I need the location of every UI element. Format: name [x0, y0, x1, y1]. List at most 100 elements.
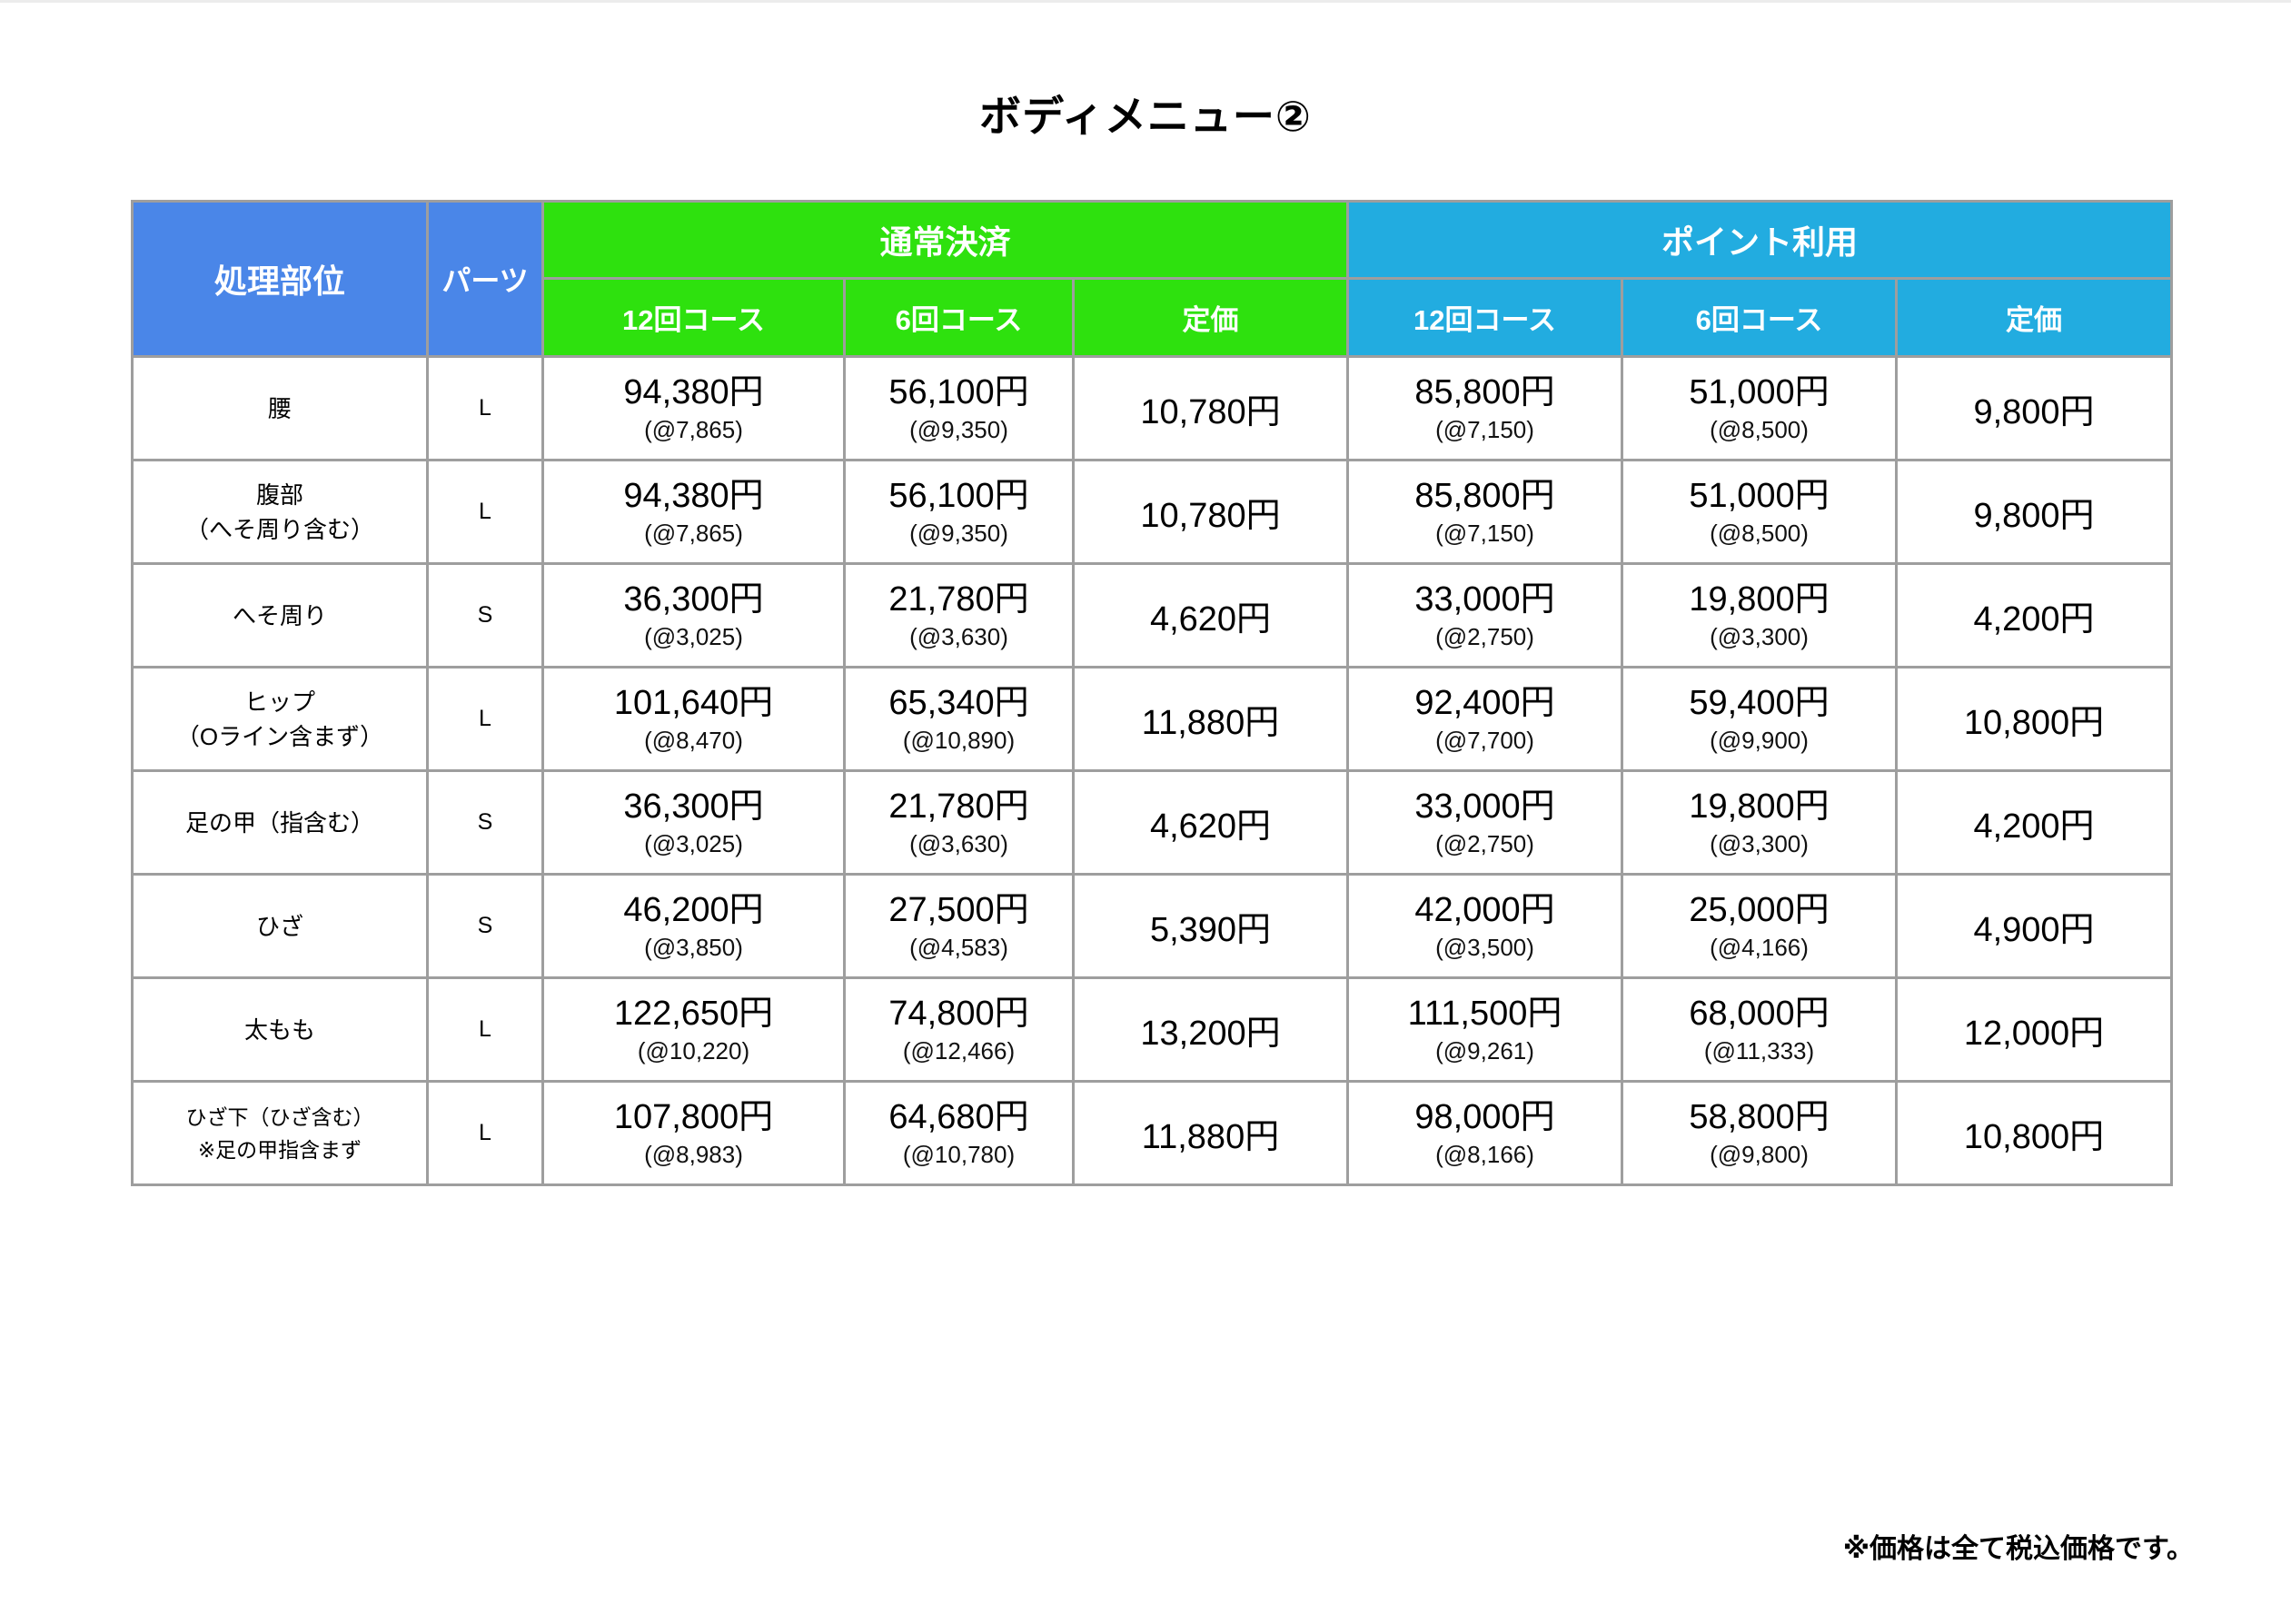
normal-list-price: 11,880円 [1071, 1080, 1350, 1186]
unit-price: (@3,630) [909, 622, 1008, 650]
normal-6-cell: 56,100円 (@9,350) [843, 355, 1075, 461]
header-group-normal: 通常決済 [541, 200, 1350, 280]
part-name-line1: 足の甲（指含む） [184, 808, 374, 837]
normal-6-cell: 64,680円 (@10,780) [843, 1080, 1075, 1186]
unit-price: (@9,800) [1710, 1140, 1809, 1168]
unit-price: (@3,300) [1710, 622, 1809, 650]
part-name-line2: ※足の甲指含まず [197, 1137, 362, 1162]
table-row: ひざ下（ひざ含む） ※足の甲指含まず L 107,800円 (@8,983) 64,… [131, 1080, 2174, 1186]
price: 21,780円 [888, 579, 1029, 619]
part-name-line2: （Oライン含まず） [175, 722, 384, 750]
part-name-line1: へそ周り [232, 601, 327, 629]
part-size: S [426, 769, 544, 876]
points-12-cell: 33,000円 (@2,750) [1346, 769, 1624, 876]
points-6-cell: 51,000円 (@8,500) [1621, 355, 1899, 461]
points-list-price: 9,800円 [1895, 459, 2174, 565]
part-name-line1: 腹部 [255, 480, 303, 509]
tax-footnote: ※価格は全て税込価格です。 [1842, 1534, 2194, 1564]
normal-list-price: 10,780円 [1071, 459, 1350, 565]
points-6-cell: 19,800円 (@3,300) [1621, 562, 1899, 668]
points-6-cell: 19,800円 (@3,300) [1621, 769, 1899, 876]
unit-price: (@10,780) [902, 1140, 1016, 1168]
part-size: S [426, 562, 544, 668]
unit-price: (@7,700) [1435, 726, 1534, 754]
normal-6-cell: 21,780円 (@3,630) [843, 769, 1075, 876]
price: 111,500円 [1407, 994, 1562, 1033]
points-12-cell: 42,000円 (@3,500) [1346, 873, 1624, 979]
part-name: 足の甲（指含む） [131, 769, 429, 876]
unit-price: (@2,750) [1435, 829, 1534, 857]
unit-price: (@7,865) [644, 415, 743, 443]
points-12-cell: 98,000円 (@8,166) [1346, 1080, 1624, 1186]
normal-12-cell: 94,380円 (@7,865) [541, 459, 846, 565]
normal-6-cell: 65,340円 (@10,890) [843, 666, 1075, 772]
normal-list-price: 13,200円 [1071, 976, 1350, 1083]
normal-12-cell: 36,300円 (@3,025) [541, 562, 846, 668]
normal-list-price: 4,620円 [1071, 769, 1350, 876]
points-list-price: 4,200円 [1895, 769, 2174, 876]
points-list-price: 12,000円 [1895, 976, 2174, 1083]
points-6-cell: 68,000円 (@11,333) [1621, 976, 1899, 1083]
normal-12-cell: 36,300円 (@3,025) [541, 769, 846, 876]
table-row: ひざ S 46,200円 (@3,850) 27,500円 (@4,583) 5,3… [131, 873, 2174, 979]
price: 27,500円 [888, 890, 1029, 929]
unit-price: (@4,583) [909, 933, 1008, 961]
table-row: 腰 L 94,380円 (@7,865) 56,100円 (@9,350) 10,7… [131, 355, 2174, 461]
points-6-cell: 51,000円 (@8,500) [1621, 459, 1899, 565]
price: 51,000円 [1689, 372, 1830, 411]
unit-price: (@7,865) [644, 519, 743, 547]
price: 94,380円 [623, 476, 764, 515]
unit-price: (@8,166) [1435, 1140, 1534, 1168]
points-list-price: 9,800円 [1895, 355, 2174, 461]
normal-12-cell: 107,800円 (@8,983) [541, 1080, 846, 1186]
table-row: ヒップ （Oライン含まず） L 101,640円 (@8,470) 65,340円 (… [131, 666, 2174, 772]
part-name-line1: ヒップ [243, 688, 315, 716]
part-name: ひざ [131, 873, 429, 979]
part-size: L [426, 355, 544, 461]
price: 58,800円 [1689, 1097, 1830, 1136]
table-row: へそ周り S 36,300円 (@3,025) 21,780円 (@3,630) 4… [131, 562, 2174, 668]
price: 94,380円 [623, 372, 764, 411]
unit-price: (@3,850) [644, 933, 743, 961]
price: 98,000円 [1414, 1097, 1555, 1136]
points-list-price: 10,800円 [1895, 1080, 2174, 1186]
part-size: L [426, 976, 544, 1083]
header-points-12: 12回コース [1346, 277, 1624, 358]
unit-price: (@9,900) [1710, 726, 1809, 754]
unit-price: (@2,750) [1435, 622, 1534, 650]
price: 36,300円 [623, 579, 764, 619]
part-name: 腰 [131, 355, 429, 461]
part-name-line1: ひざ下（ひざ含む） [185, 1104, 374, 1129]
part-name-line1: 太もも [243, 1015, 315, 1044]
unit-price: (@3,300) [1710, 829, 1809, 857]
price: 68,000円 [1689, 994, 1830, 1033]
price: 46,200円 [623, 890, 764, 929]
normal-6-cell: 21,780円 (@3,630) [843, 562, 1075, 668]
points-12-cell: 111,500円 (@9,261) [1346, 976, 1624, 1083]
price: 107,800円 [613, 1097, 774, 1136]
unit-price: (@3,025) [644, 829, 743, 857]
page-title: ボディメニュー② [979, 93, 1312, 140]
price: 25,000円 [1689, 890, 1830, 929]
page-top-border [0, 0, 2291, 3]
unit-price: (@7,150) [1435, 519, 1534, 547]
points-12-cell: 33,000円 (@2,750) [1346, 562, 1624, 668]
points-6-cell: 59,400円 (@9,900) [1621, 666, 1899, 772]
points-6-cell: 25,000円 (@4,166) [1621, 873, 1899, 979]
table-row: 腹部 （へそ周り含む） L 94,380円 (@7,865) 56,100円 (@9,… [131, 459, 2174, 565]
unit-price: (@12,466) [902, 1036, 1016, 1065]
part-name: ヒップ （Oライン含まず） [131, 666, 429, 772]
unit-price: (@10,890) [902, 726, 1016, 754]
part-size: L [426, 459, 544, 565]
part-name-line2: （へそ周り含む） [184, 515, 374, 543]
header-row-groups: 処理部位 パーツ 通常決済 ポイント利用 [131, 200, 2174, 358]
header-row-sub: 12回コース 6回コース 定価 12回コース 6回コース 定価 [133, 277, 2174, 358]
normal-12-cell: 101,640円 (@8,470) [541, 666, 846, 772]
price: 122,650円 [613, 994, 774, 1033]
part-size: L [426, 1080, 544, 1186]
price: 42,000円 [1414, 890, 1555, 929]
points-12-cell: 92,400円 (@7,700) [1346, 666, 1624, 772]
points-list-price: 4,900円 [1895, 873, 2174, 979]
unit-price: (@8,500) [1710, 415, 1809, 443]
part-name: 太もも [131, 976, 429, 1083]
